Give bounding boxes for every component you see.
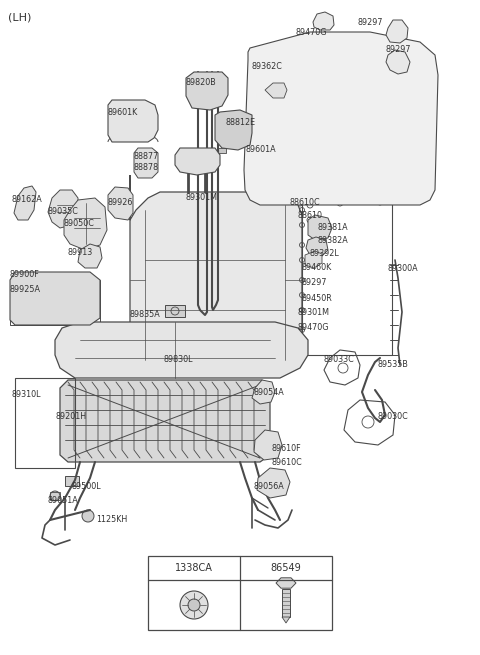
Polygon shape [186, 72, 228, 110]
Text: 89300A: 89300A [388, 264, 419, 273]
Text: 89500L: 89500L [72, 482, 102, 491]
Polygon shape [48, 190, 78, 228]
Text: 89310L: 89310L [12, 390, 41, 399]
Bar [65, 476, 79, 486]
Text: 89050C: 89050C [64, 219, 95, 228]
Bar [220, 120, 245, 140]
Text: 89030C: 89030C [378, 412, 409, 421]
Circle shape [50, 491, 60, 501]
Text: 89201H: 89201H [55, 412, 86, 421]
Polygon shape [386, 50, 410, 74]
Text: 89033C: 89033C [323, 355, 354, 364]
Polygon shape [108, 187, 133, 220]
Circle shape [62, 288, 82, 308]
Bar [50, 492, 60, 500]
Text: 89601A: 89601A [245, 145, 276, 154]
Polygon shape [265, 83, 287, 98]
Text: 89301M: 89301M [297, 308, 329, 317]
Text: 89301M: 89301M [186, 193, 218, 202]
Polygon shape [78, 244, 102, 268]
Polygon shape [306, 237, 328, 256]
Polygon shape [313, 12, 334, 30]
Polygon shape [60, 380, 270, 462]
Polygon shape [252, 380, 275, 404]
Bar [15, 378, 75, 468]
Bar [218, 148, 226, 153]
Text: 89051A: 89051A [48, 496, 79, 505]
Text: (LH): (LH) [8, 12, 31, 22]
Bar [148, 556, 332, 630]
Polygon shape [276, 578, 296, 588]
Circle shape [54, 280, 90, 316]
Text: 89830L: 89830L [163, 355, 192, 364]
Polygon shape [64, 198, 107, 250]
Polygon shape [305, 251, 322, 268]
Polygon shape [257, 468, 290, 498]
Polygon shape [55, 322, 308, 378]
Text: 89610C: 89610C [271, 458, 302, 467]
Text: 89460K: 89460K [302, 263, 332, 272]
Text: 89382A: 89382A [318, 236, 349, 245]
Text: 89926: 89926 [108, 198, 133, 207]
Circle shape [82, 510, 94, 522]
Polygon shape [134, 148, 158, 178]
Polygon shape [14, 186, 36, 220]
Text: 89035C: 89035C [48, 207, 79, 216]
Text: 89601K: 89601K [107, 108, 137, 117]
Polygon shape [282, 617, 290, 623]
Polygon shape [254, 430, 282, 460]
Polygon shape [175, 148, 220, 175]
Text: 89900F: 89900F [10, 270, 40, 279]
Text: 1338CA: 1338CA [175, 563, 213, 573]
Text: 89470G: 89470G [295, 28, 326, 37]
Bar [165, 305, 185, 317]
Polygon shape [10, 272, 100, 325]
Polygon shape [108, 100, 158, 142]
Text: 88610C: 88610C [290, 198, 321, 207]
Text: 89925A: 89925A [10, 285, 41, 294]
Polygon shape [386, 20, 408, 43]
Text: 89297: 89297 [358, 18, 384, 27]
Circle shape [17, 280, 53, 316]
Text: 86549: 86549 [271, 563, 301, 573]
Polygon shape [215, 110, 252, 150]
Text: 89535B: 89535B [378, 360, 409, 369]
Text: 88610: 88610 [297, 211, 322, 220]
Text: 89056A: 89056A [253, 482, 284, 491]
Polygon shape [244, 32, 438, 205]
Bar [282, 589, 290, 617]
Text: 89392L: 89392L [310, 249, 340, 258]
Polygon shape [130, 175, 302, 372]
Bar [302, 195, 392, 355]
Bar [272, 55, 332, 103]
Circle shape [188, 599, 200, 611]
Text: 88812E: 88812E [225, 118, 255, 127]
Text: 89362C: 89362C [252, 62, 283, 71]
Circle shape [25, 288, 45, 308]
Bar [375, 90, 413, 140]
Text: 89162A: 89162A [12, 195, 43, 204]
Circle shape [180, 591, 208, 619]
Text: 89297: 89297 [385, 45, 410, 54]
Text: 89054A: 89054A [253, 388, 284, 397]
Text: 89835A: 89835A [130, 310, 161, 319]
Bar [192, 82, 222, 104]
Text: 89610F: 89610F [271, 444, 300, 453]
Bar [10, 280, 100, 325]
Text: 88878: 88878 [134, 163, 159, 172]
Polygon shape [308, 215, 332, 240]
Text: 89297: 89297 [302, 278, 327, 287]
Text: 89450R: 89450R [302, 294, 333, 303]
Text: 89913: 89913 [68, 248, 93, 257]
Text: 89820B: 89820B [185, 78, 216, 87]
Text: 1125KH: 1125KH [96, 515, 127, 524]
Text: 89470G: 89470G [297, 323, 328, 332]
Text: 89381A: 89381A [318, 223, 348, 232]
Text: 88877: 88877 [134, 152, 159, 161]
